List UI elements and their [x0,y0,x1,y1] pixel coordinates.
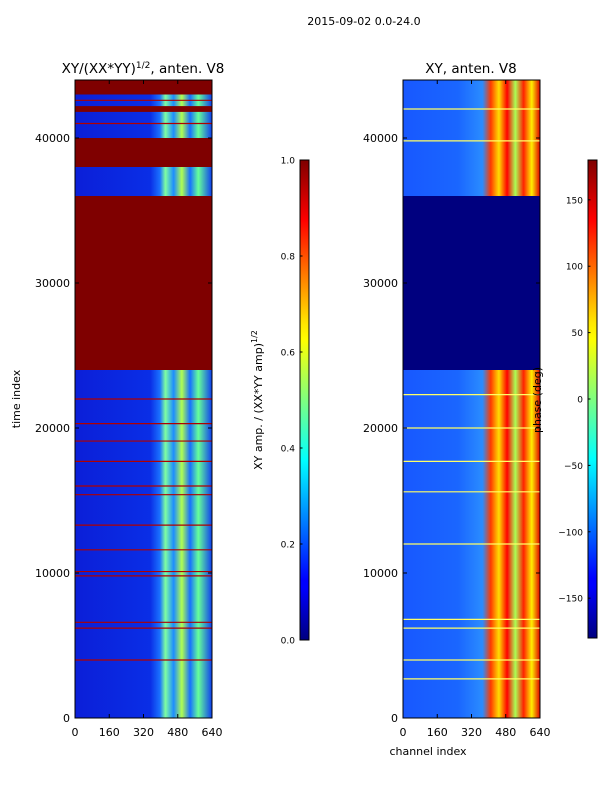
phase-colorbar: −150 −100 −50 0 50 100 150 phase (deg) [531,159,598,639]
amplitude-xtick-label-3: 480 [167,726,188,739]
amplitude-cbar-tick-label-0: 0.0 [281,637,296,647]
amplitude-cbar-tick-label-5: 1.0 [281,157,296,167]
amplitude-panel-title: XY/(XX*YY)1/2, anten. V8 [62,61,225,77]
phase-cbar-tick-label-3: 0 [577,396,583,406]
amplitude-colorbar: 0.0 0.2 0.4 0.6 0.8 1.0 XY amp. / (XX*YY amp)… [250,157,310,647]
amplitude-xtick-label-4: 640 [202,726,223,739]
phase-ytick-label-3: 30000 [363,277,398,290]
amplitude-cbar-tick-label-3: 0.6 [281,349,296,359]
phase-xtick-label-4: 640 [530,726,551,739]
amplitude-ytick-label-2: 20000 [35,422,70,435]
phase-ytick-label-4: 40000 [363,132,398,145]
amplitude-xtick-label-0: 0 [72,726,79,739]
phase-panel: XY, anten. V8 0 160 320 480 640 0 10000 20000 3… [363,61,551,758]
phase-band-0 [403,196,540,370]
amplitude-colorbar-gradient [299,159,310,641]
amplitude-panel: XY/(XX*YY)1/2, anten. V8 0 160 320 480 640 0… [10,61,224,739]
amplitude-colorbar-label: XY amp. / (XX*YY amp)1/2 [250,330,265,470]
phase-cbar-tick-label-1: −100 [558,528,583,538]
amplitude-cbar-tick-label-2: 0.4 [281,445,296,455]
amplitude-ytick-label-1: 10000 [35,567,70,580]
amplitude-cbar-tick-label-4: 0.8 [281,253,296,263]
phase-xtick-label-3: 480 [495,726,516,739]
phase-cbar-tick-label-2: −50 [564,462,583,472]
figure-suptitle: 2015-09-02 0.0-24.0 [307,15,420,28]
phase-xtick-label-0: 0 [400,726,407,739]
phase-colorbar-label: phase (deg) [531,367,544,433]
phase-xlabel: channel index [389,745,467,758]
phase-cbar-tick-label-4: 50 [572,329,584,339]
phase-xtick-label-1: 160 [427,726,448,739]
phase-heatmap-background [403,80,540,718]
phase-cbar-tick-label-5: 100 [566,263,583,273]
phase-cbar-tick-label-0: −150 [558,595,583,605]
amplitude-band-2 [75,106,212,112]
amplitude-ytick-label-0: 0 [63,712,70,725]
amplitude-ytick-label-3: 30000 [35,277,70,290]
phase-ytick-label-0: 0 [391,712,398,725]
phase-ytick-label-1: 10000 [363,567,398,580]
phase-panel-title: XY, anten. V8 [425,61,516,77]
amplitude-cbar-tick-label-1: 0.2 [281,541,295,551]
amplitude-ylabel: time index [10,369,23,428]
amplitude-xtick-label-2: 320 [133,726,154,739]
amplitude-band-1 [75,138,212,167]
phase-cbar-tick-label-6: 150 [566,196,583,206]
phase-ytick-label-2: 20000 [363,422,398,435]
amplitude-xtick-label-1: 160 [99,726,120,739]
phase-xtick-label-2: 320 [461,726,482,739]
amplitude-ytick-label-4: 40000 [35,132,70,145]
amplitude-band-0 [75,196,212,370]
